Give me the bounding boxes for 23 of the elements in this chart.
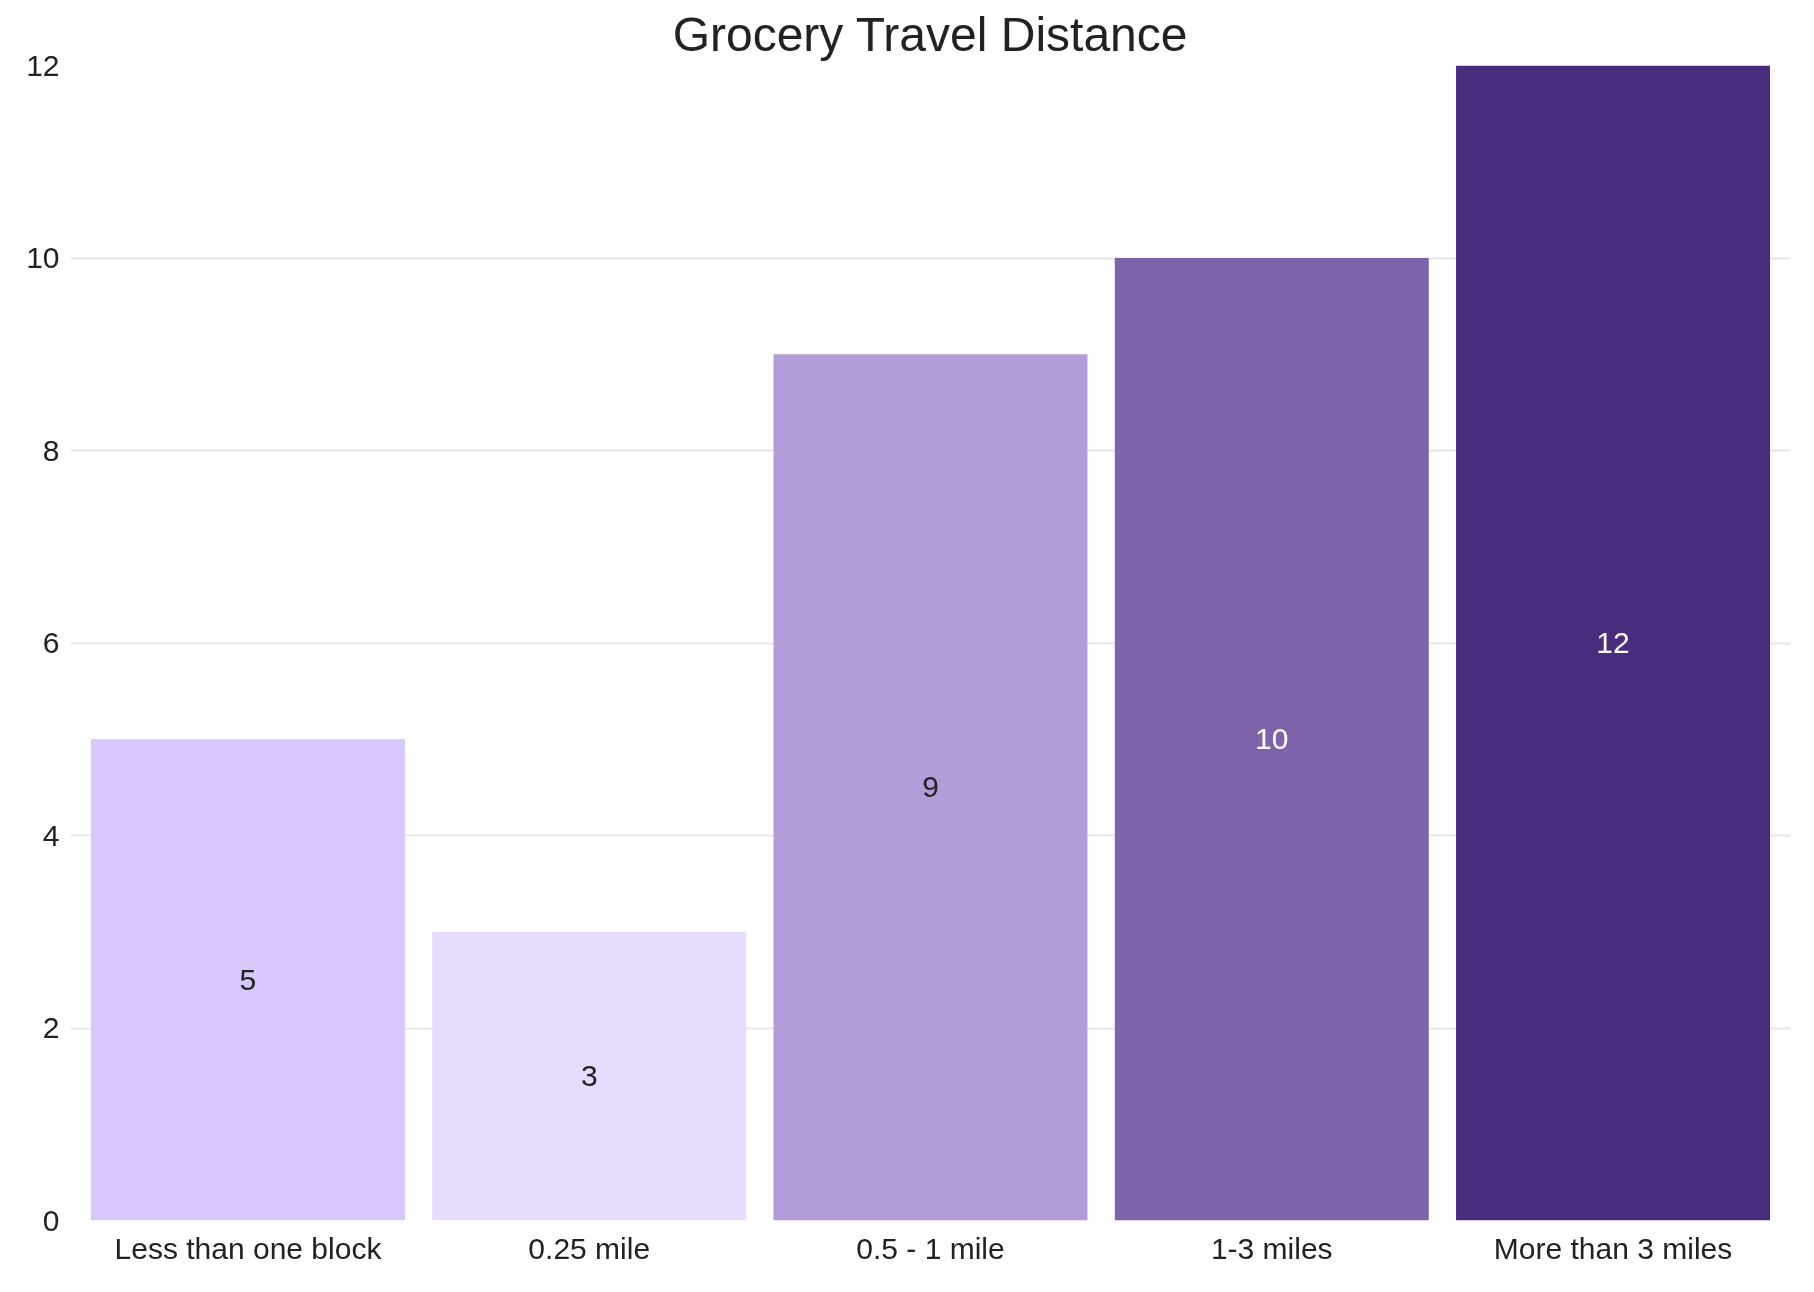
bar — [1456, 65, 1771, 1221]
bar — [90, 739, 405, 1221]
x-tick-label: 0.25 mile — [528, 1231, 651, 1265]
x-tick-label: More than 3 miles — [1493, 1231, 1733, 1265]
data-label: 9 — [922, 770, 939, 804]
x-tick-label: 1-3 miles — [1210, 1231, 1333, 1265]
data-label: 5 — [239, 962, 257, 996]
data-label: 12 — [1596, 626, 1630, 659]
y-tick-label: 0 — [42, 1203, 60, 1237]
x-tick-label: 0.5 - 1 mile — [856, 1231, 1005, 1265]
y-tick-label: 2 — [42, 1011, 60, 1044]
bar — [773, 354, 1088, 1221]
bar — [432, 931, 747, 1221]
y-tick-label: 10 — [26, 241, 60, 274]
y-tick-label: 12 — [26, 48, 60, 82]
y-tick-label: 4 — [42, 818, 60, 852]
y-tick-label: 6 — [42, 626, 60, 659]
data-label: 10 — [1255, 722, 1289, 756]
y-tick-label: 8 — [42, 433, 60, 467]
data-label: 3 — [580, 1059, 598, 1093]
chart-title: Grocery Travel Distance — [672, 7, 1188, 61]
x-tick-label: Less than one block — [114, 1231, 383, 1265]
bar — [1114, 258, 1429, 1221]
